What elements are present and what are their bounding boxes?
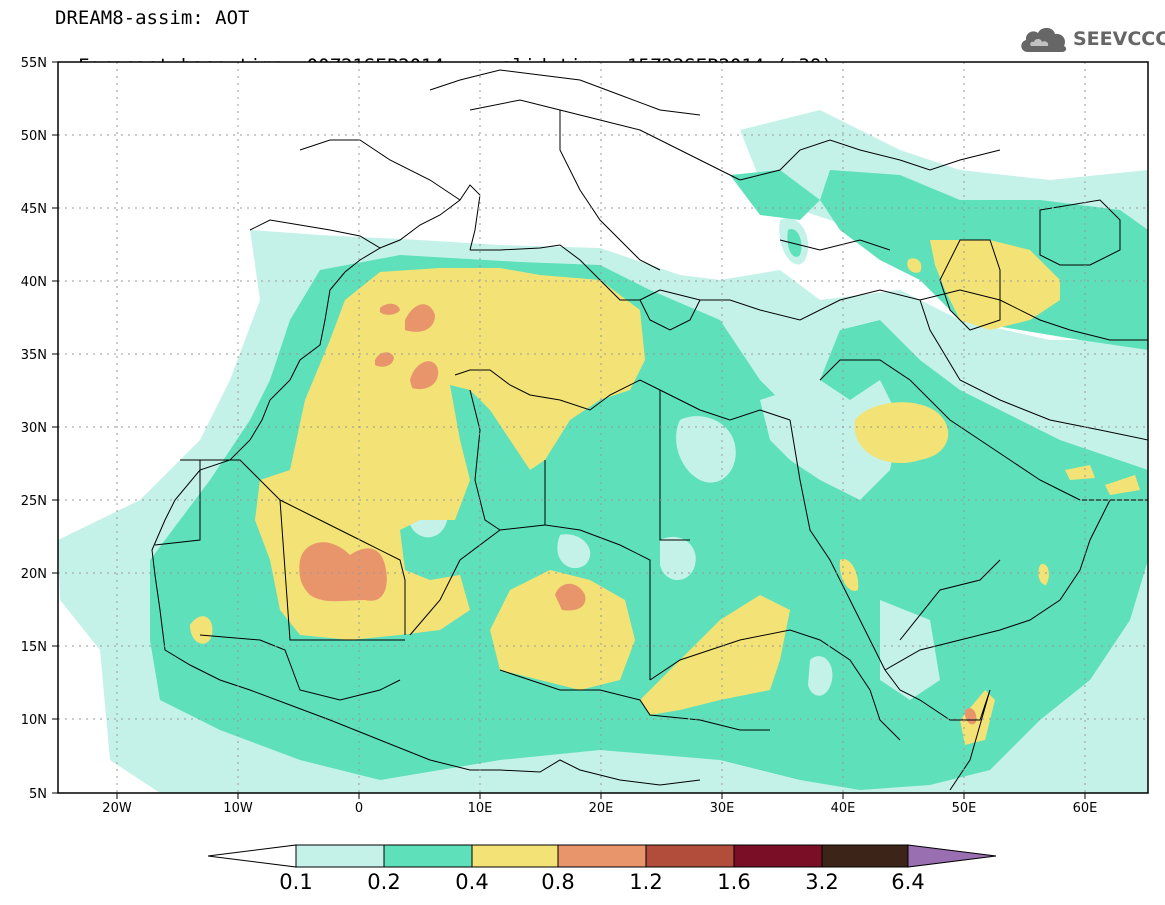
colorbar-swatch — [471, 844, 559, 868]
lon-label: 20W — [102, 801, 132, 816]
lat-label: 45N — [21, 202, 47, 217]
colorbar-high-arrow — [907, 844, 997, 868]
colorbar-swatch — [295, 844, 385, 868]
colorbar-swatch — [645, 844, 735, 868]
colorbar-swatch — [383, 844, 473, 868]
lon-label: 30E — [710, 801, 735, 816]
lat-label: 25N — [21, 494, 47, 509]
lat-label: 40N — [21, 275, 47, 290]
cloud-icon — [1021, 27, 1067, 52]
lat-labels: 55N 50N 45N 40N 35N 30N 25N 20N 15N 10N … — [21, 56, 47, 802]
aot-low-patches — [410, 380, 940, 700]
lat-label: 50N — [21, 129, 47, 144]
colorbar-label: 0.4 — [455, 870, 489, 894]
lon-label: 10W — [223, 801, 253, 816]
lat-label: 35N — [21, 348, 47, 363]
lon-label: 60E — [1073, 801, 1098, 816]
lat-label: 10N — [21, 713, 47, 728]
colorbar — [207, 844, 997, 868]
map-title: DREAM8-assim: AOT — [55, 7, 250, 29]
lat-label: 30N — [21, 421, 47, 436]
colorbar-label: 6.4 — [891, 870, 925, 894]
colorbar-swatch — [733, 844, 823, 868]
colorbar-label: 0.1 — [279, 870, 313, 894]
aot-level-0-8 — [299, 303, 977, 725]
graticule — [58, 62, 1148, 793]
colorbar-label: 3.2 — [805, 870, 839, 894]
aot-contours — [58, 62, 1148, 793]
colorbar-swatch — [557, 844, 647, 868]
colorbar-low-arrow — [207, 844, 297, 868]
logo-text: SEEVCCC — [1073, 28, 1165, 50]
lat-label: 55N — [21, 56, 47, 71]
lon-label: 10E — [468, 801, 493, 816]
colorbar-label: 0.8 — [541, 870, 575, 894]
lon-labels: 20W 10W 0 10E 20E 30E 40E 50E 60E — [102, 801, 1097, 816]
lon-label: 50E — [952, 801, 977, 816]
colorbar-label: 0.2 — [367, 870, 401, 894]
colorbar-label: 1.6 — [717, 870, 751, 894]
lat-label: 15N — [21, 640, 47, 655]
colorbar-label: 1.2 — [629, 870, 663, 894]
tick-marks — [52, 61, 1086, 799]
lon-label: 40E — [831, 801, 856, 816]
lat-label: 5N — [29, 787, 47, 802]
lon-label: 20E — [589, 801, 614, 816]
lon-label: 0 — [355, 801, 363, 816]
logo: SEEVCCC — [1018, 24, 1165, 56]
colorbar-swatch — [821, 844, 909, 868]
lat-label: 20N — [21, 567, 47, 582]
